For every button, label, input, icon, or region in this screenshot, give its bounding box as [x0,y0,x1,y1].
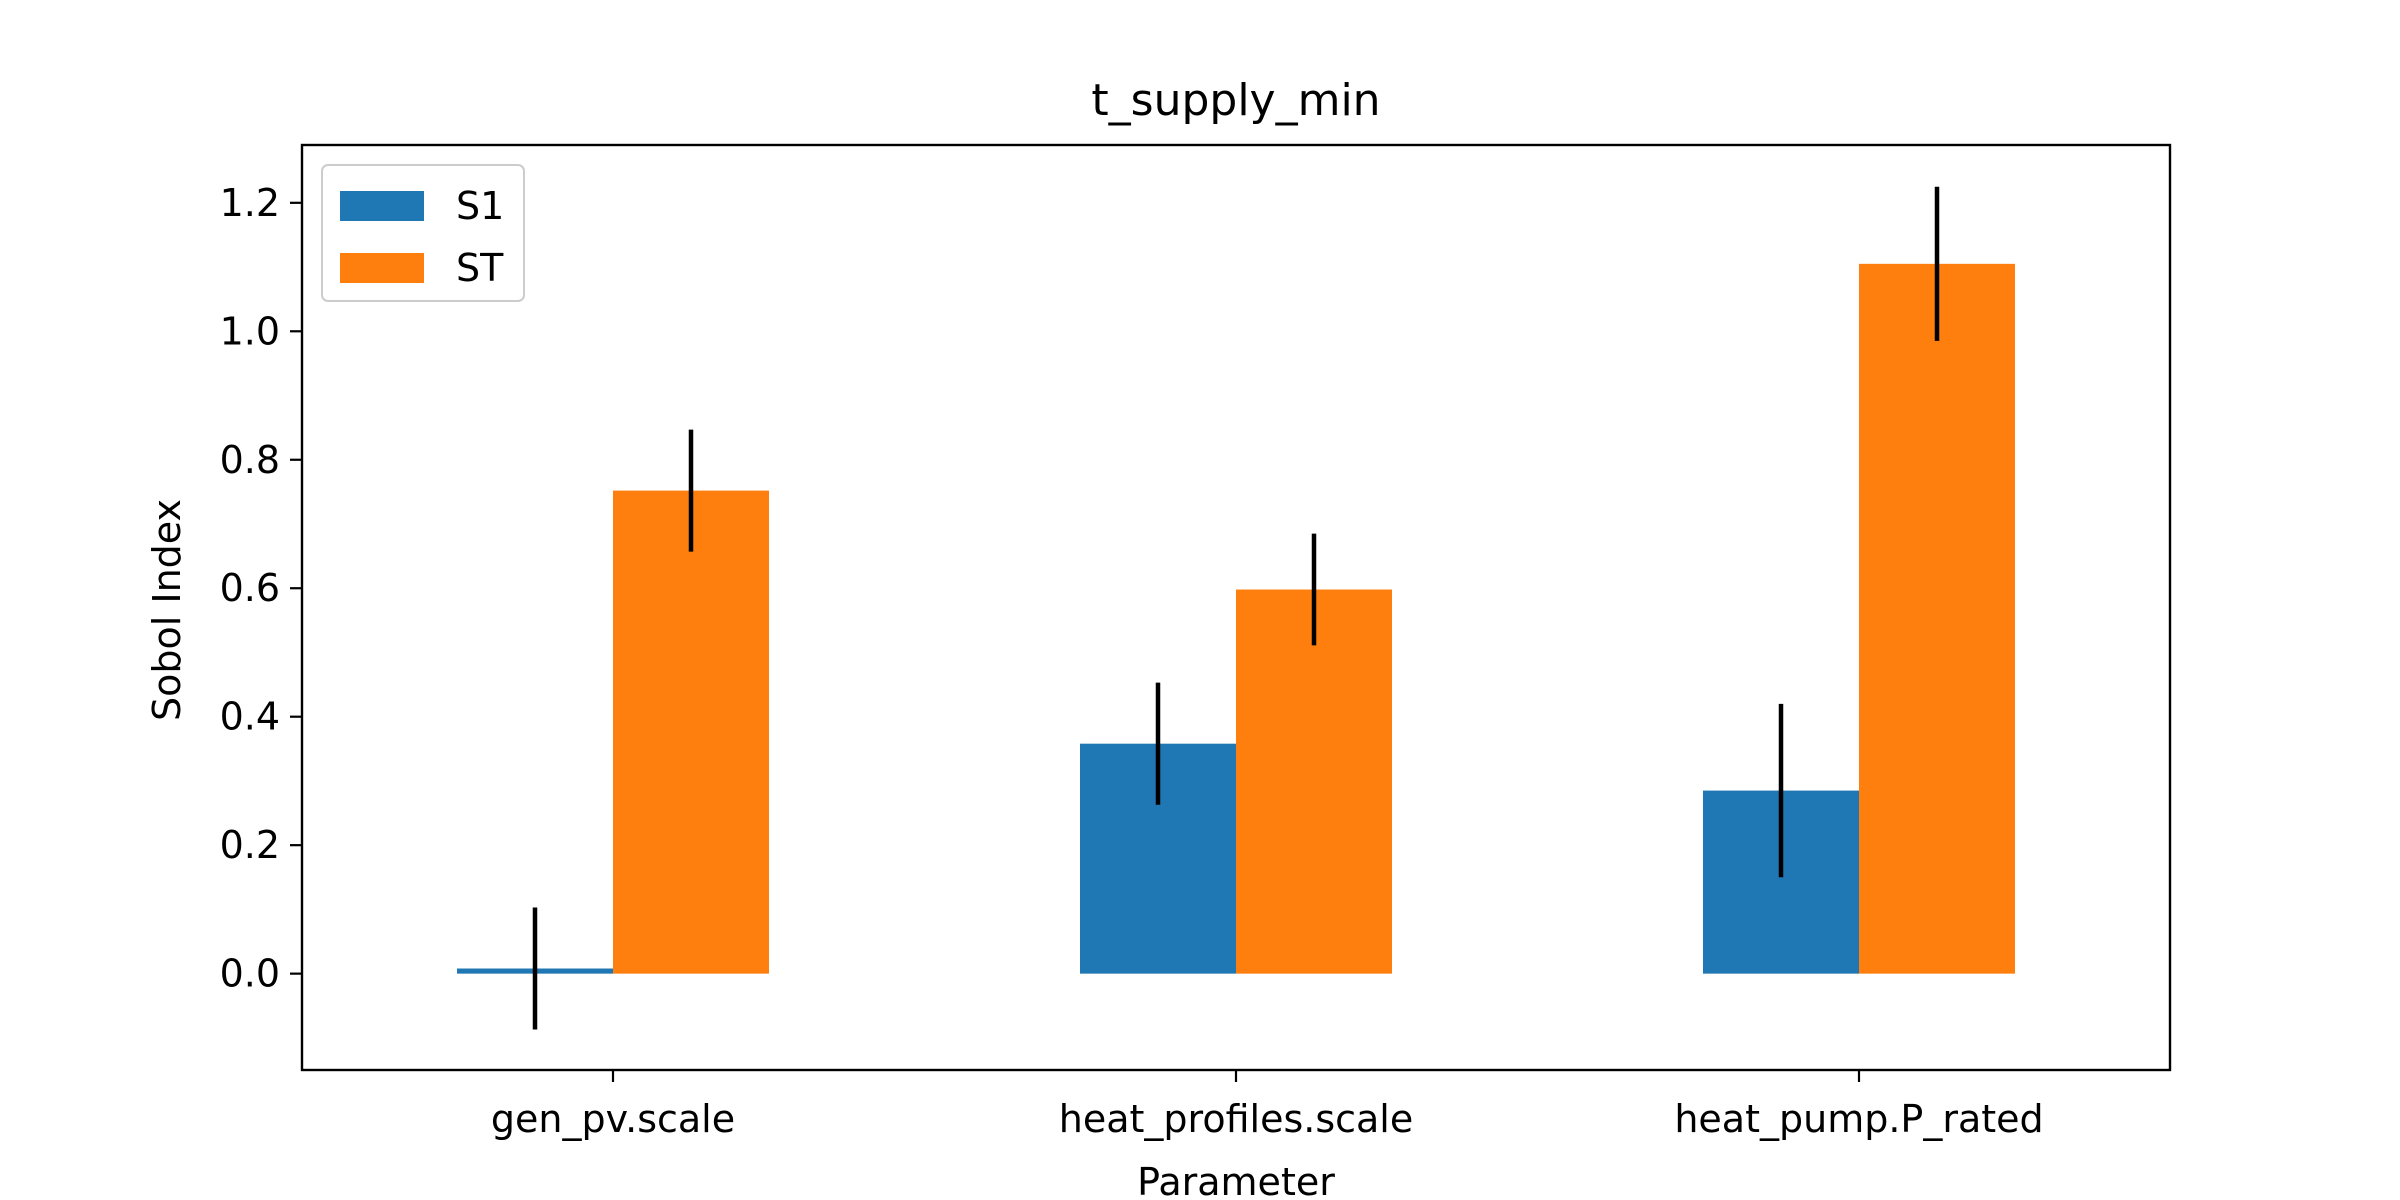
x-tick-label: heat_pump.P_rated [1674,1097,2043,1141]
bar-st-2 [1859,263,2015,974]
x-tick-label: heat_profiles.scale [1059,1097,1413,1141]
y-tick-label: 0.2 [220,823,280,867]
y-tick-label: 1.0 [220,309,280,353]
chart-title: t_supply_min [1091,75,1380,126]
legend-label-s1: S1 [456,184,504,228]
legend-swatch-st [340,253,424,283]
y-tick-label: 0.6 [220,566,280,610]
bars [457,263,2015,974]
legend: S1 ST [321,164,525,302]
bar-st-1 [1236,589,1392,974]
bar-st-0 [613,490,769,974]
error-bars [532,186,1940,1030]
x-axis-label: Parameter [1137,1160,1335,1200]
y-tick-label: 0.0 [220,952,280,996]
axis-ticks: 0.0 0.2 0.4 0.6 0.8 1.0 1.2 gen_pv.scale heat_pr… [220,181,2044,1141]
legend-label-st: ST [456,246,504,290]
y-tick-label: 1.2 [220,181,280,225]
y-tick-label: 0.4 [220,695,280,739]
legend-swatch-s1 [340,191,424,221]
y-tick-label: 0.8 [220,438,280,482]
x-tick-label: gen_pv.scale [491,1097,735,1141]
y-axis-label: Sobol Index [145,499,189,721]
